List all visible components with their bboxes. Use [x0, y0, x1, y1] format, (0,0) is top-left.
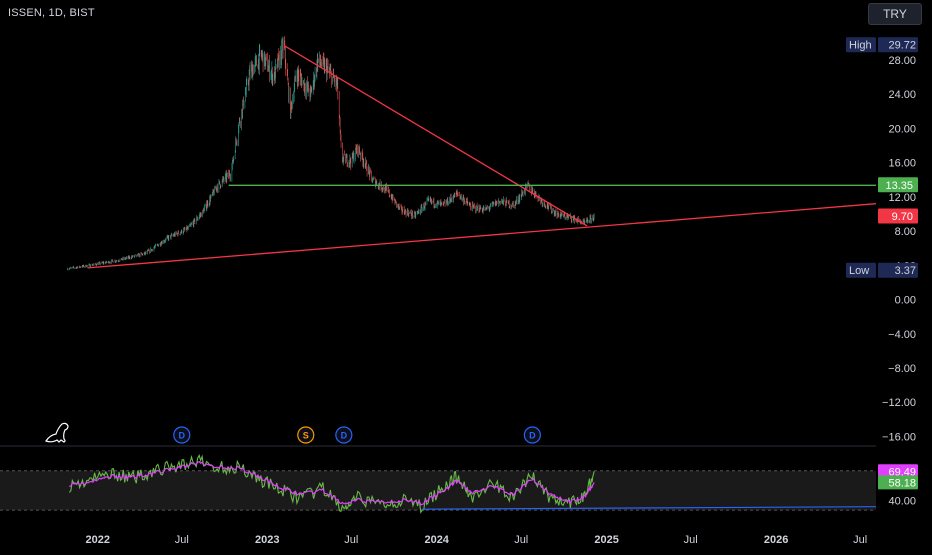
rsi-value-label: 58.18: [878, 475, 918, 490]
price-label-13.35: 13.35: [878, 177, 918, 193]
price-tag-value: 9.70: [892, 211, 913, 223]
tradingview-logo-icon: [45, 422, 69, 443]
y-tick-label: 24.00: [888, 89, 916, 101]
x-tick-label: 2022: [85, 534, 109, 546]
y-tick-label: 16.00: [888, 158, 916, 170]
rsi-trend-line: [422, 506, 877, 510]
y-tick-label: −4.00: [888, 329, 916, 341]
dividend-badge[interactable]: D: [523, 426, 541, 444]
currency-button[interactable]: TRY: [868, 3, 922, 25]
badge-text: D: [341, 431, 348, 441]
x-tick-label: 2025: [594, 534, 618, 546]
badge-circle: [523, 426, 541, 444]
rsi-ma-line: [69, 460, 595, 506]
rsi-tag-bg: [878, 475, 918, 490]
badge-circle: [173, 426, 191, 444]
price-tag-bg: [878, 208, 918, 224]
price-tag-bg: [878, 37, 918, 53]
badge-circle: [335, 426, 353, 444]
y-tick-label: 0.00: [895, 295, 916, 307]
badge-text: D: [179, 431, 186, 441]
symbol-title: ISSEN, 1D, BIST: [8, 7, 95, 19]
price-tag-value: 13.35: [885, 180, 913, 192]
price-tag-bg: [878, 177, 918, 193]
badge-text: D: [529, 431, 536, 441]
rsi-tag-bg: [878, 464, 918, 479]
rsi-tag-value: 58.18: [888, 477, 916, 489]
badge-text: S: [303, 431, 309, 441]
rsi-tag-value: 69.49: [888, 466, 916, 478]
y-tick-label: −16.00: [882, 431, 916, 443]
price-label-high: High 29.72: [846, 37, 918, 53]
price-tag-label: Low: [849, 265, 869, 277]
x-tick-label: Jul: [684, 534, 698, 546]
ascending-support-line: [87, 203, 877, 269]
candles-group: [67, 36, 595, 271]
x-tick-label: Jul: [344, 534, 358, 546]
price-tag-bg: [846, 37, 876, 53]
dividend-badge[interactable]: D: [173, 426, 191, 444]
rsi-value-label: 69.49: [878, 464, 918, 479]
price-tag-bg: [878, 262, 918, 278]
y-tick-label: 8.00: [895, 226, 916, 238]
rsi-y-tick-label: 40.00: [888, 495, 916, 507]
price-tag-bg: [846, 262, 876, 278]
price-axis: 28.0024.0020.0016.0012.008.004.000.00−4.…: [882, 55, 916, 443]
y-tick-label: −8.00: [888, 363, 916, 375]
x-tick-label: 2023: [255, 534, 279, 546]
y-tick-label: 12.00: [888, 192, 916, 204]
descending-trendline-line: [283, 44, 588, 227]
badge-circle: [297, 426, 315, 444]
x-tick-label: Jul: [853, 534, 867, 546]
split-badge[interactable]: S: [297, 426, 315, 444]
price-label-9.70: 9.70: [878, 208, 918, 224]
price-label-low: Low 3.37: [846, 262, 918, 278]
price-pane: 28.0024.0020.0016.0012.008.004.000.00−4.…: [67, 36, 918, 444]
x-tick-label: 2024: [424, 534, 449, 546]
x-tick-label: Jul: [514, 534, 528, 546]
price-tag-value: 3.37: [895, 265, 916, 277]
price-tag-label: High: [849, 40, 872, 52]
time-axis: 2022 Jul 2023 Jul 2024 Jul 2025 Jul 2026 Jul: [85, 534, 867, 546]
y-tick-label: −12.00: [882, 397, 916, 409]
y-tick-label: 28.00: [888, 55, 916, 67]
x-tick-label: 2026: [764, 534, 788, 546]
y-tick-label: 20.00: [888, 123, 916, 135]
dividend-badge[interactable]: D: [335, 426, 353, 444]
price-tag-value: 29.72: [888, 40, 916, 52]
x-tick-label: Jul: [175, 534, 189, 546]
